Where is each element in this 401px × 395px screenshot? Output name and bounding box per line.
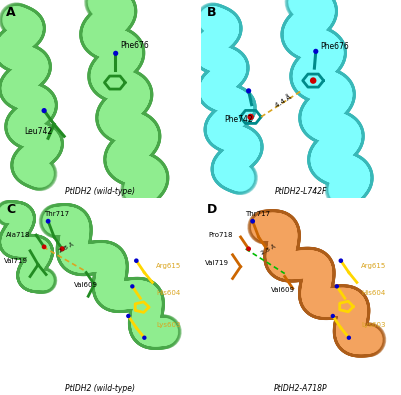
Point [41,244,47,250]
Text: Val609: Val609 [74,282,98,288]
Point [313,48,319,55]
Text: PtIDH2-A718P: PtIDH2-A718P [274,384,328,393]
Point [330,313,336,319]
Text: His604: His604 [156,290,180,296]
Text: Val719: Val719 [4,258,28,264]
Text: Val719: Val719 [205,260,229,266]
Point [133,258,140,264]
Text: B: B [207,6,216,19]
Text: Phe742: Phe742 [225,115,253,124]
Point [125,313,132,319]
Point [310,77,316,84]
Point [346,335,352,341]
Text: Thr717: Thr717 [245,211,270,217]
Point [112,50,119,56]
Text: Ala718: Ala718 [6,232,30,238]
Point [249,218,256,224]
Text: Phe676: Phe676 [320,42,348,51]
Point [41,107,47,114]
Text: Arg615: Arg615 [156,263,182,269]
Point [245,246,252,252]
Text: PtIDH2 (wild-type): PtIDH2 (wild-type) [65,384,135,393]
Text: PtIDH2-L742F: PtIDH2-L742F [275,186,327,196]
Text: Val609: Val609 [271,287,295,293]
Text: Pro718: Pro718 [209,232,233,238]
Text: 2.8 Å: 2.8 Å [260,244,276,256]
Point [45,218,51,224]
Text: Arg615: Arg615 [361,263,386,269]
Text: D: D [207,203,217,216]
Text: C: C [6,203,15,216]
Text: Lys603: Lys603 [361,322,385,328]
Text: A: A [6,6,16,19]
Text: PtIDH2 (wild-type): PtIDH2 (wild-type) [65,186,135,196]
Text: 4.4 Å: 4.4 Å [274,93,293,109]
Point [245,88,252,94]
Point [59,246,65,252]
Text: Leu742: Leu742 [24,127,52,136]
Point [338,258,344,264]
Text: Thr717: Thr717 [44,211,69,217]
Text: His604: His604 [361,290,385,296]
Point [129,283,136,290]
Text: Lys603: Lys603 [156,322,181,328]
Point [334,283,340,290]
Text: Phe676: Phe676 [120,41,149,51]
Point [247,114,254,120]
Point [141,335,148,341]
Text: 2.8 Å: 2.8 Å [58,242,75,254]
